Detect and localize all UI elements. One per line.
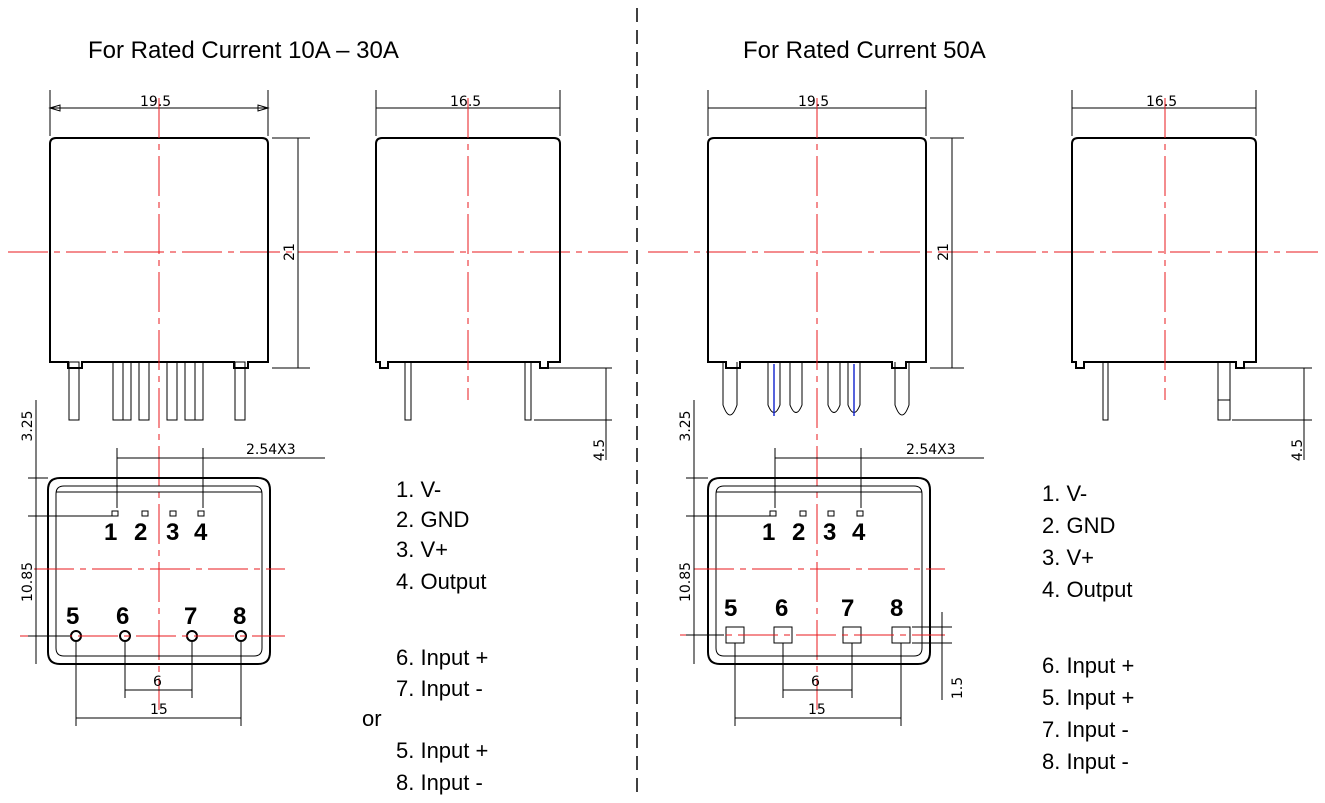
pin-number: 3 bbox=[166, 519, 179, 546]
left-side-view: 16.5 4.5 bbox=[375, 90, 612, 461]
pin-number: 6 bbox=[116, 603, 129, 630]
legend-item: 2. GND bbox=[396, 507, 469, 532]
dim-row-spacing-left: 10.85 bbox=[20, 562, 36, 602]
right-side-view: 16.5 4.5 bbox=[1071, 90, 1312, 461]
dim-row-spacing-right: 10.85 bbox=[678, 562, 694, 602]
pin-number: 8 bbox=[233, 603, 246, 630]
dim-height-right: 21 bbox=[936, 243, 952, 261]
legend-item: 7. Input - bbox=[1042, 717, 1129, 742]
pin-number: 4 bbox=[852, 519, 866, 546]
dim-width-front-left: 19.5 bbox=[140, 94, 171, 110]
pin-number: 5 bbox=[724, 595, 737, 622]
legend-item: 8. Input - bbox=[1042, 749, 1129, 774]
dim-input-span-left: 15 bbox=[150, 702, 168, 718]
title-right: For Rated Current 50A bbox=[743, 37, 986, 64]
pin-number: 1 bbox=[104, 519, 117, 546]
dim-height-left: 21 bbox=[282, 243, 298, 261]
pin-number: 2 bbox=[792, 519, 805, 546]
legend-item: 1. V- bbox=[1042, 481, 1087, 506]
pin-legend-right: 1. V- 2. GND 3. V+ 4. Output 6. Input + … bbox=[1042, 481, 1134, 774]
left-front-view: 19.5 21 bbox=[48, 90, 310, 421]
dim-input-span-right: 15 bbox=[808, 702, 826, 718]
pin-number: 3 bbox=[823, 519, 836, 546]
right-front-view: 19.5 21 bbox=[707, 90, 964, 416]
pin-number: 1 bbox=[762, 519, 775, 546]
legend-item: 7. Input - bbox=[396, 676, 483, 701]
dim-input-pitch-right: 6 bbox=[811, 674, 820, 690]
legend-item: 6. Input + bbox=[1042, 653, 1134, 678]
dim-input-pitch-left: 6 bbox=[153, 674, 162, 690]
dim-width-side-right: 16.5 bbox=[1146, 94, 1177, 110]
legend-item: 4. Output bbox=[1042, 577, 1133, 602]
legend-item: 8. Input - bbox=[396, 770, 483, 795]
pin-number: 7 bbox=[184, 603, 197, 630]
dim-pin-length-right: 4.5 bbox=[1290, 439, 1306, 461]
pin-number: 2 bbox=[134, 519, 147, 546]
pin-number: 5 bbox=[66, 603, 79, 630]
legend-item: 5. Input + bbox=[396, 738, 488, 763]
left-bottom-view: 2.54X3 3.25 10.85 6 15 bbox=[20, 400, 325, 726]
dim-width-front-right: 19.5 bbox=[798, 94, 829, 110]
dim-offset-right: 3.25 bbox=[678, 410, 694, 441]
legend-or: or bbox=[362, 706, 382, 731]
legend-item: 2. GND bbox=[1042, 513, 1115, 538]
title-left: For Rated Current 10A – 30A bbox=[88, 37, 399, 64]
dim-square-pin-right: 1.5 bbox=[950, 677, 966, 699]
dim-pin-pitch-right: 2.54X3 bbox=[906, 442, 956, 458]
legend-item: 3. V+ bbox=[396, 537, 448, 562]
dim-pin-length-left: 4.5 bbox=[592, 439, 608, 461]
dim-width-side-left: 16.5 bbox=[450, 94, 481, 110]
legend-item: 5. Input + bbox=[1042, 685, 1134, 710]
legend-item: 1. V- bbox=[396, 477, 441, 502]
legend-item: 3. V+ bbox=[1042, 545, 1094, 570]
right-bottom-view: 2.54X3 3.25 10.85 6 15 1.5 bbox=[678, 400, 984, 726]
pin-number: 6 bbox=[775, 595, 788, 622]
pin-number: 8 bbox=[890, 595, 903, 622]
dim-pin-pitch-left: 2.54X3 bbox=[246, 442, 296, 458]
pin-number: 7 bbox=[841, 595, 854, 622]
pin-number: 4 bbox=[194, 519, 208, 546]
legend-item: 4. Output bbox=[396, 569, 487, 594]
legend-item: 6. Input + bbox=[396, 645, 488, 670]
dim-offset-left: 3.25 bbox=[20, 410, 36, 441]
pin-legend-left: 1. V- 2. GND 3. V+ 4. Output 6. Input + … bbox=[362, 477, 488, 795]
